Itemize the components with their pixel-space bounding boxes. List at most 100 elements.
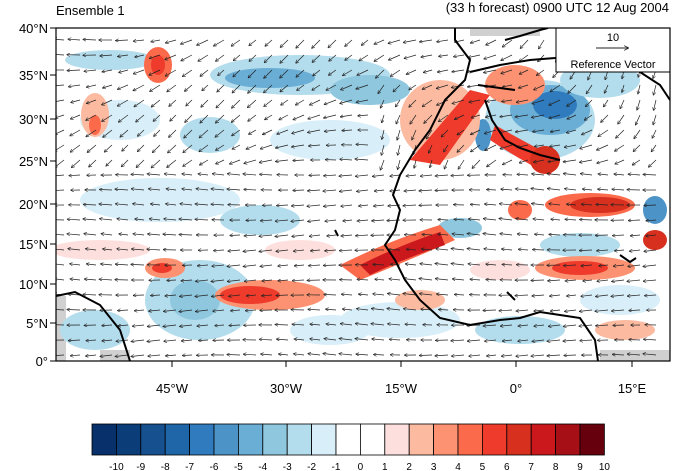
wind-arrow-icon — [119, 234, 129, 235]
wind-arrow-icon — [246, 144, 257, 149]
wind-arrow-icon — [197, 325, 209, 326]
wind-arrow-icon — [291, 220, 305, 221]
wind-arrow-icon — [388, 39, 401, 43]
wind-arrow-icon — [324, 294, 337, 295]
wind-arrow-icon — [467, 234, 481, 236]
wind-arrow-icon — [200, 114, 209, 123]
wind-arrow-icon — [396, 114, 401, 124]
wind-arrow-icon — [277, 205, 289, 206]
wind-arrow-icon — [132, 249, 145, 250]
wind-arrow-icon — [84, 204, 97, 205]
wind-arrow-icon — [580, 340, 593, 341]
wind-arrow-icon — [166, 204, 177, 205]
wind-arrow-icon — [103, 249, 113, 250]
wind-arrow-icon — [184, 129, 193, 138]
wind-arrow-icon — [356, 84, 369, 89]
colorbar-tick-label: 3 — [431, 462, 437, 471]
wind-arrow-icon — [597, 280, 609, 281]
wind-arrow-icon — [71, 99, 81, 103]
wind-arrow-icon — [549, 325, 561, 326]
wind-arrow-icon — [116, 40, 129, 41]
wind-arrow-icon — [389, 54, 401, 60]
wind-arrow-icon — [186, 99, 193, 106]
wind-arrow-icon — [244, 189, 257, 190]
wind-arrow-icon — [583, 280, 593, 281]
lat-label-15n: 15°N — [19, 237, 48, 252]
wind-arrow-icon — [356, 99, 369, 102]
wind-arrow-icon — [612, 310, 625, 311]
colorbar-swatch — [311, 423, 337, 456]
wind-arrow-icon — [281, 99, 289, 105]
wind-arrow-icon — [181, 54, 193, 61]
wind-arrow-icon — [567, 114, 577, 119]
wind-arrow-icon — [451, 249, 465, 251]
wind-arrow-icon — [455, 294, 465, 295]
wind-arrow-icon — [118, 84, 129, 89]
wind-arrow-icon — [310, 324, 321, 325]
wind-arrow-icon — [649, 159, 657, 167]
wind-arrow-icon — [56, 174, 65, 177]
colorbar-swatch — [237, 423, 264, 456]
wind-arrow-icon — [86, 129, 97, 137]
wind-arrow-icon — [550, 84, 561, 92]
wind-arrow-icon — [516, 355, 529, 356]
wind-arrow-icon — [102, 114, 113, 121]
wind-arrow-icon — [550, 295, 561, 296]
wind-arrow-icon — [628, 174, 641, 175]
wind-arrow-icon — [166, 189, 177, 190]
wind-arrow-icon — [356, 144, 369, 145]
wind-arrow-icon — [362, 39, 369, 45]
wind-arrow-icon — [422, 99, 433, 107]
wind-arrow-icon — [324, 339, 337, 340]
wind-arrow-icon — [357, 279, 369, 280]
wind-arrow-icon — [616, 129, 625, 138]
wind-arrow-icon — [437, 40, 449, 42]
wind-arrow-icon — [243, 174, 257, 175]
wind-arrow-icon — [487, 159, 497, 167]
wind-arrow-icon — [339, 175, 353, 176]
wind-arrow-icon — [435, 175, 449, 176]
wind-arrow-icon — [115, 189, 129, 190]
wind-arrow-icon — [249, 39, 257, 46]
wind-arrow-icon — [131, 174, 145, 175]
wind-arrow-icon — [644, 339, 657, 340]
wind-arrow-icon — [249, 129, 257, 134]
wind-arrow-icon — [357, 220, 369, 221]
wind-arrow-icon — [471, 114, 481, 118]
lat-label-5n: 5°N — [26, 316, 48, 331]
wind-arrow-icon — [101, 264, 113, 265]
wind-arrow-icon — [277, 129, 289, 134]
wind-arrow-icon — [103, 129, 113, 137]
wind-arrow-icon — [404, 309, 417, 310]
wind-arrow-icon — [596, 295, 609, 297]
wind-arrow-icon — [292, 129, 305, 134]
wind-arrow-icon — [468, 84, 481, 87]
colorbar-swatch — [189, 423, 215, 456]
wind-arrow-icon — [580, 144, 593, 149]
wind-arrow-icon — [102, 99, 113, 105]
wind-arrow-icon — [636, 114, 641, 125]
wind-arrow-icon — [116, 340, 129, 341]
wind-arrow-icon — [597, 250, 609, 251]
wind-arrow-icon — [581, 295, 593, 296]
wind-arrow-icon — [323, 265, 337, 266]
wind-arrow-icon — [341, 324, 353, 325]
wind-arrow-icon — [468, 264, 481, 265]
colorbar-swatch — [116, 423, 142, 456]
wind-arrow-icon — [195, 219, 209, 220]
wind-arrow-icon — [56, 144, 65, 151]
wind-arrow-icon — [355, 339, 369, 340]
wind-arrow-icon — [355, 324, 369, 326]
wind-arrow-icon — [297, 84, 305, 90]
wind-arrow-icon — [261, 220, 273, 221]
wind-arrow-icon — [265, 114, 273, 120]
wind-arrow-icon — [373, 264, 385, 265]
wind-arrow-icon — [503, 39, 513, 47]
wind-arrow-icon — [518, 325, 529, 326]
wind-arrow-icon — [70, 129, 81, 136]
wind-arrow-icon — [388, 324, 401, 325]
wind-arrow-icon — [582, 204, 593, 205]
wind-arrow-icon — [437, 99, 449, 105]
wind-arrow-icon — [534, 84, 545, 90]
wind-arrow-icon — [549, 234, 561, 235]
